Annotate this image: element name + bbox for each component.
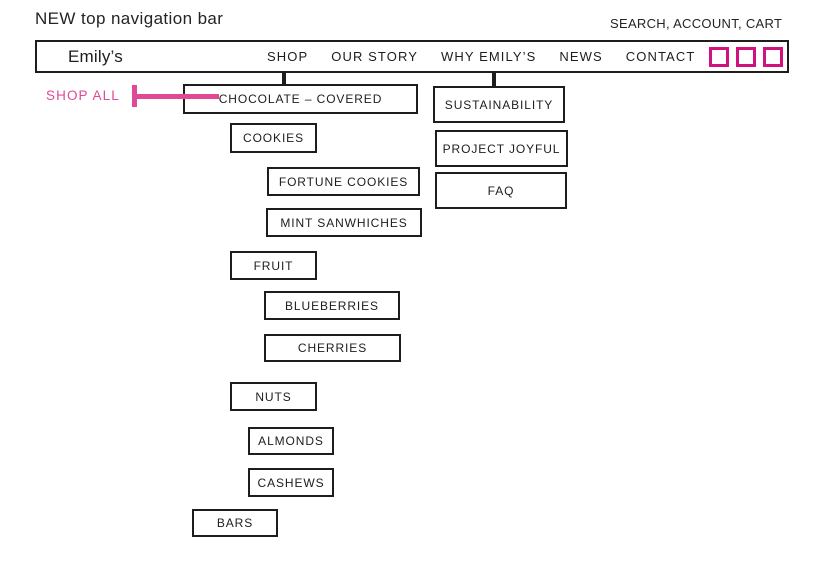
nav-item-why-emilys[interactable]: WHY EMILY’S [440,49,537,64]
connector-shop-dropdown [282,71,286,85]
search-icon[interactable] [709,46,729,67]
menu-node-cashews[interactable]: CASHEWS [248,468,334,497]
account-icon[interactable] [736,46,756,67]
menu-node-bars[interactable]: BARS [192,509,278,537]
page-title: NEW top navigation bar [35,9,224,28]
top-navigation-bar: Emily’s SHOP OUR STORY WHY EMILY’S NEWS … [35,40,789,73]
nav-links: SHOP OUR STORY WHY EMILY’S NEWS CONTACT [267,42,695,71]
menu-node-mint-sanwhiches[interactable]: MINT SANWHICHES [266,208,422,237]
nav-item-our-story[interactable]: OUR STORY [331,49,418,64]
icons-annotation: SEARCH, ACCOUNT, CART [610,16,783,31]
menu-node-nuts[interactable]: NUTS [230,382,317,411]
menu-node-faq[interactable]: FAQ [435,172,567,209]
cart-icon[interactable] [763,46,783,67]
menu-node-sustainability[interactable]: SUSTAINABILITY [433,86,565,123]
menu-node-cherries[interactable]: CHERRIES [264,334,401,362]
nav-item-shop[interactable]: SHOP [267,49,309,64]
menu-node-almonds[interactable]: ALMONDS [248,427,334,455]
nav-icon-group [709,46,783,67]
brand-logo[interactable]: Emily’s [68,46,123,66]
connector-why-emilys-dropdown [492,71,496,87]
nav-item-contact[interactable]: CONTACT [625,49,696,64]
menu-node-project-joyful[interactable]: PROJECT JOYFUL [435,130,568,167]
menu-node-fortune-cookies[interactable]: FORTUNE COOKIES [267,167,420,196]
shop-all-connector-line [134,94,219,99]
nav-item-news[interactable]: NEWS [559,49,603,64]
menu-node-blueberries[interactable]: BLUEBERRIES [264,291,400,320]
shop-all-link[interactable]: SHOP ALL [46,88,120,103]
menu-node-fruit[interactable]: FRUIT [230,251,317,280]
menu-node-cookies[interactable]: COOKIES [230,123,317,153]
menu-node-chocolate-covered[interactable]: CHOCOLATE – COVERED [183,84,418,114]
